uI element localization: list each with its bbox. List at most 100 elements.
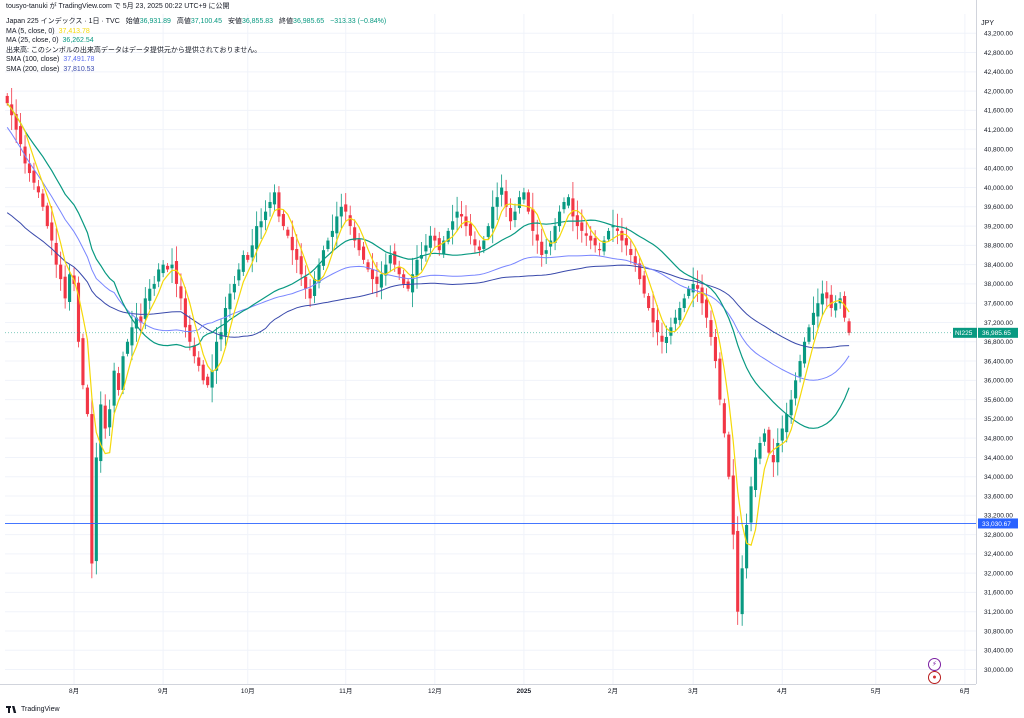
candle-body[interactable] — [771, 455, 775, 463]
candle-body[interactable] — [611, 226, 615, 228]
candle-body[interactable] — [455, 211, 459, 218]
candle-body[interactable] — [130, 327, 134, 346]
candle-body[interactable] — [745, 524, 749, 569]
candle-body[interactable] — [526, 192, 530, 212]
candle-body[interactable] — [629, 248, 633, 256]
candle-body[interactable] — [170, 264, 174, 269]
candle-body[interactable] — [736, 530, 740, 612]
candle-body[interactable] — [174, 261, 179, 284]
candle-body[interactable] — [700, 287, 704, 304]
candle-body[interactable] — [820, 293, 824, 305]
candle-body[interactable] — [767, 429, 771, 453]
candle-body[interactable] — [384, 264, 388, 276]
indicator-ma25[interactable]: MA (25, close, 0) 36,262.54 — [6, 37, 386, 47]
indicator-sma100[interactable]: SMA (100, close) 37,491.78 — [6, 56, 386, 66]
candle-body[interactable] — [816, 303, 820, 317]
candle-body[interactable] — [615, 228, 620, 231]
candle-body[interactable] — [495, 197, 499, 207]
candle-body[interactable] — [785, 414, 789, 433]
candle-body[interactable] — [201, 364, 205, 381]
candle-body[interactable] — [468, 223, 473, 236]
candle-body[interactable] — [272, 192, 277, 205]
candle-body[interactable] — [544, 250, 548, 254]
candle-body[interactable] — [299, 256, 303, 275]
candle-body[interactable] — [361, 246, 366, 260]
candle-body[interactable] — [99, 404, 103, 462]
candle-body[interactable] — [789, 399, 793, 416]
candle-body[interactable] — [206, 376, 210, 386]
candle-body[interactable] — [451, 221, 455, 230]
candle-body[interactable] — [259, 221, 263, 228]
candle-body[interactable] — [103, 405, 107, 429]
candle-body[interactable] — [442, 240, 446, 254]
candle-body[interactable] — [580, 222, 584, 231]
candle-body[interactable] — [825, 292, 829, 299]
candle-body[interactable] — [794, 380, 798, 399]
candle-body[interactable] — [330, 230, 334, 237]
candle-body[interactable] — [121, 356, 125, 390]
candle-body[interactable] — [553, 226, 557, 243]
candle-body[interactable] — [424, 245, 428, 252]
candle-body[interactable] — [731, 475, 735, 535]
candle-body[interactable] — [402, 274, 406, 284]
candle-body[interactable] — [326, 240, 330, 249]
candle-body[interactable] — [660, 335, 664, 342]
candle-body[interactable] — [651, 308, 655, 323]
candle-body[interactable] — [179, 286, 183, 299]
candle-body[interactable] — [277, 192, 281, 217]
candle-body[interactable] — [620, 230, 624, 241]
candle-body[interactable] — [847, 321, 851, 333]
candle-body[interactable] — [241, 255, 245, 272]
candle-body[interactable] — [152, 283, 156, 289]
candle-body[interactable] — [281, 214, 285, 227]
candle-body[interactable] — [780, 428, 784, 441]
candle-body[interactable] — [85, 387, 89, 415]
candle-body[interactable] — [798, 361, 802, 377]
candle-body[interactable] — [286, 229, 290, 236]
candle-body[interactable] — [63, 276, 67, 299]
candle-body[interactable] — [264, 211, 268, 221]
candle-body[interactable] — [624, 238, 628, 246]
candle-body[interactable] — [237, 269, 241, 281]
candle-body[interactable] — [232, 283, 236, 293]
candle-body[interactable] — [642, 275, 646, 294]
candle-body[interactable] — [255, 226, 259, 249]
event-marker-icon[interactable]: ● — [928, 671, 941, 684]
candle-body[interactable] — [776, 442, 780, 463]
candle-body[interactable] — [687, 288, 691, 296]
candle-body[interactable] — [513, 211, 517, 221]
candle-body[interactable] — [655, 320, 660, 333]
candle-body[interactable] — [348, 215, 352, 227]
candle-body[interactable] — [602, 240, 606, 252]
candle-body[interactable] — [428, 235, 432, 248]
candle-body[interactable] — [192, 345, 196, 357]
candle-body[interactable] — [437, 238, 441, 251]
candle-body[interactable] — [834, 303, 838, 311]
candle-body[interactable] — [566, 197, 571, 206]
candle-body[interactable] — [81, 338, 85, 386]
candle-body[interactable] — [388, 255, 392, 264]
candle-body[interactable] — [36, 186, 40, 193]
candle-body[interactable] — [500, 187, 504, 195]
candle-body[interactable] — [633, 256, 637, 265]
candle-body[interactable] — [108, 409, 112, 428]
candle-body[interactable] — [508, 208, 513, 222]
candle-body[interactable] — [758, 442, 762, 459]
candle-body[interactable] — [308, 288, 312, 299]
candle-body[interactable] — [304, 276, 308, 289]
candle-body[interactable] — [589, 235, 593, 241]
candle-body[interactable] — [161, 264, 165, 274]
candle-body[interactable] — [68, 274, 72, 303]
candle-body[interactable] — [125, 341, 130, 354]
candle-body[interactable] — [829, 294, 833, 309]
candle-body[interactable] — [571, 198, 575, 217]
candle-body[interactable] — [540, 241, 544, 256]
candle-body[interactable] — [517, 197, 522, 209]
candle-body[interactable] — [433, 235, 437, 241]
candle-body[interactable] — [718, 358, 722, 400]
candle-body[interactable] — [32, 170, 36, 183]
candle-body[interactable] — [522, 192, 526, 200]
candle-body[interactable] — [157, 269, 161, 282]
candle-body[interactable] — [406, 281, 410, 289]
candle-body[interactable] — [246, 255, 250, 260]
